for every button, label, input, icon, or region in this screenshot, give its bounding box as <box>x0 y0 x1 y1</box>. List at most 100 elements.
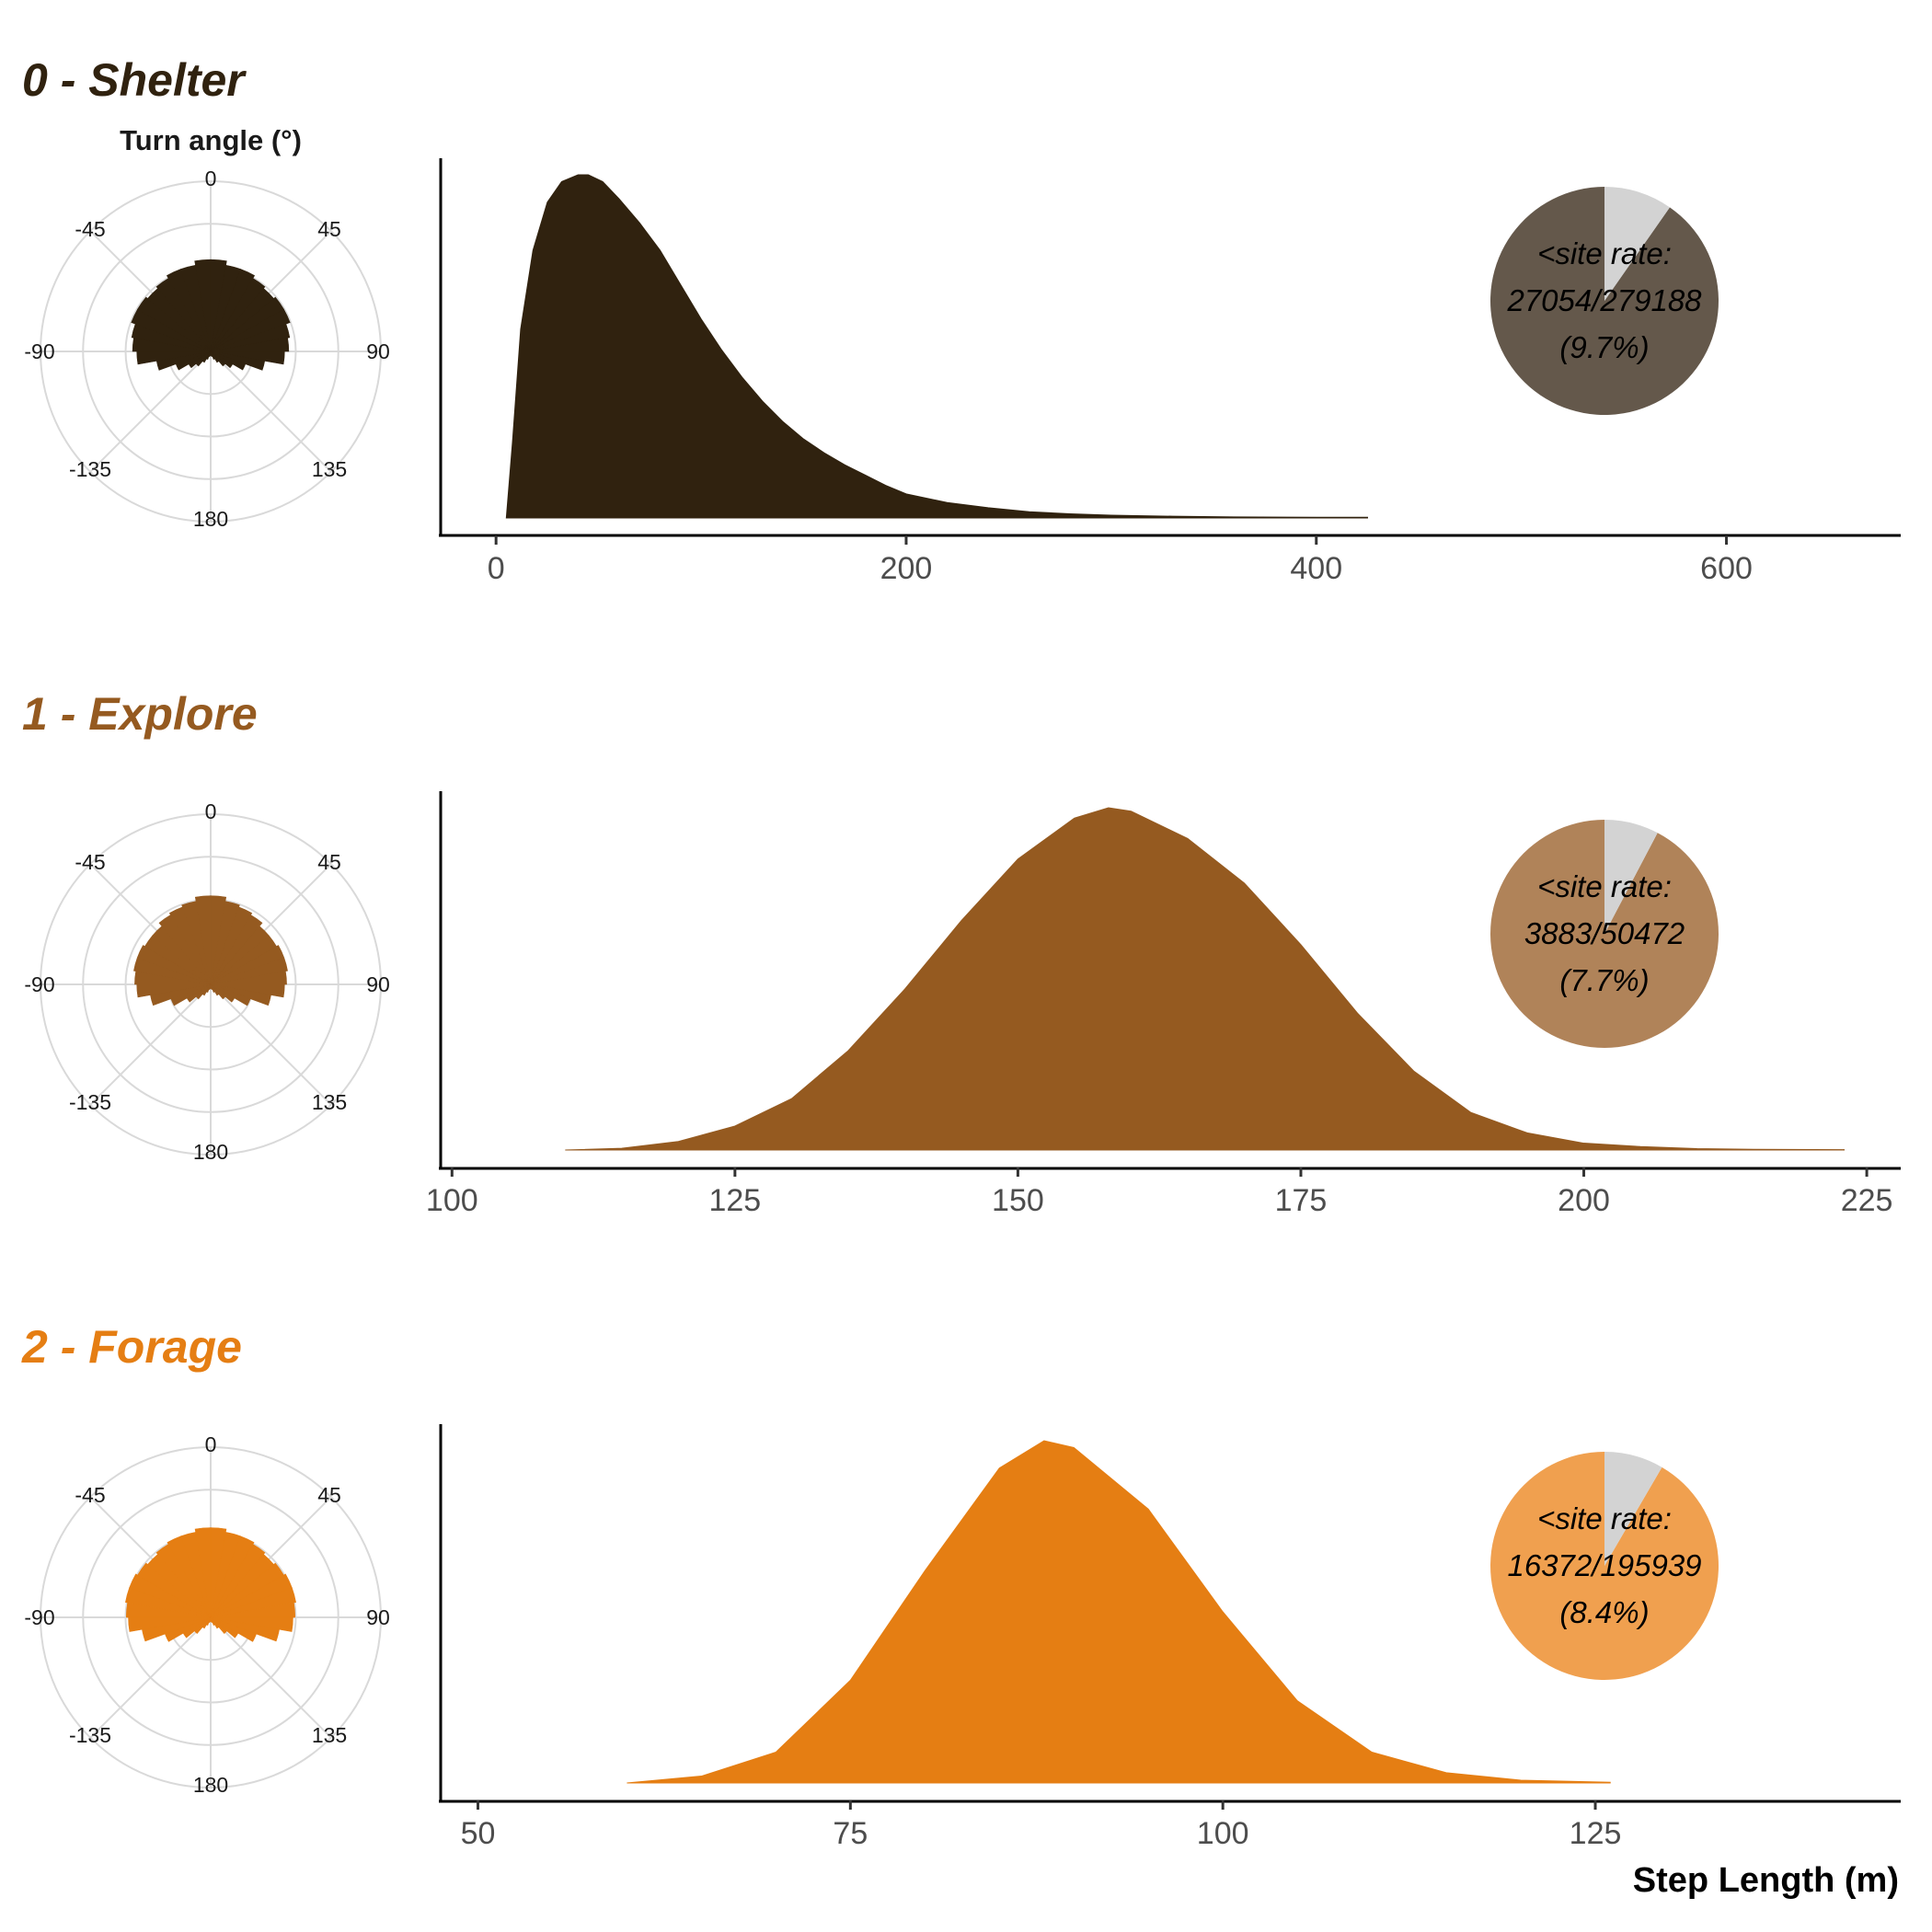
angle-label-neg90: -90 <box>24 972 54 996</box>
rose-bar <box>210 351 213 356</box>
x-tick-label: 200 <box>880 551 933 586</box>
pie-label-line1: <site rate: <box>1537 869 1672 903</box>
rose-bar <box>137 1562 212 1618</box>
angle-label-neg90: -90 <box>24 1605 54 1629</box>
turn-angle-rose: 0 45 90 135 180 -135 -90 -45 <box>24 799 389 1164</box>
turn-angle-rose: 0 45 90 135 180 -135 -90 -45 <box>24 167 389 531</box>
rose-bar <box>210 1602 296 1618</box>
pie-label-line2: 3883/50472 <box>1524 916 1685 950</box>
rose-bar <box>210 1616 239 1639</box>
rose-bar <box>210 983 216 994</box>
density-area <box>505 174 1368 519</box>
rose-bar <box>210 269 256 352</box>
site-rate-pie: <site rate: 27054/279188 (9.7%) <box>1489 187 1719 416</box>
rose-grid-spoke <box>89 351 212 473</box>
density-area <box>627 1440 1611 1784</box>
angle-label-90: 90 <box>366 339 390 363</box>
x-tick-label: 125 <box>708 1183 761 1218</box>
step-length-density: 100 125 150 175 200 225 <box>426 791 1901 1218</box>
rose-bar <box>210 337 290 352</box>
rose-bar <box>210 1616 257 1642</box>
turn-angle-rose: 0 45 90 135 180 -135 -90 -45 <box>24 1432 389 1797</box>
angle-label-0: 0 <box>205 799 217 823</box>
angle-label-neg90: -90 <box>24 339 54 363</box>
rose-bar <box>210 983 251 1006</box>
pie-label-line3: (8.4%) <box>1559 1595 1649 1629</box>
angle-label-neg135: -135 <box>69 1090 111 1114</box>
angle-label-45: 45 <box>317 217 341 241</box>
angle-label-neg45: -45 <box>75 850 105 874</box>
rose-bar <box>210 1616 227 1634</box>
state-title: 0 - Shelter <box>22 54 247 106</box>
angle-label-neg45: -45 <box>75 217 105 241</box>
site-rate-pie: <site rate: 16372/195939 (8.4%) <box>1490 1452 1719 1681</box>
x-tick-label: 100 <box>1197 1816 1249 1851</box>
rose-bar <box>210 351 216 361</box>
rose-bar <box>210 983 226 1000</box>
angle-label-45: 45 <box>317 1483 341 1507</box>
x-tick-label: 225 <box>1841 1183 1893 1218</box>
angle-label-neg45: -45 <box>75 1483 105 1507</box>
rose-grid-spoke <box>89 983 212 1106</box>
x-tick-label: 75 <box>833 1816 868 1851</box>
rose-bar <box>210 957 288 985</box>
angle-label-90: 90 <box>366 1605 390 1629</box>
angle-label-0: 0 <box>205 167 217 190</box>
rose-bar <box>129 1573 212 1618</box>
angle-label-180: 180 <box>193 1773 228 1797</box>
x-tick-label: 100 <box>426 1183 478 1218</box>
step-length-density: 50 75 100 125 <box>439 1424 1901 1851</box>
x-tick-label: 50 <box>461 1816 496 1851</box>
rose-bar <box>210 971 287 985</box>
rose-grid-spoke <box>89 1616 212 1739</box>
density-area <box>565 807 1845 1151</box>
rose-bar <box>210 1544 266 1618</box>
angle-label-180: 180 <box>193 507 228 531</box>
rose-bar <box>210 983 236 1003</box>
pie-label-line1: <site rate: <box>1537 236 1672 270</box>
angle-label-135: 135 <box>312 457 347 481</box>
rose-bar <box>210 308 291 352</box>
angle-label-neg135: -135 <box>69 1723 111 1747</box>
rose-bar <box>210 278 266 352</box>
angle-label-neg135: -135 <box>69 457 111 481</box>
x-tick-label: 200 <box>1558 1183 1610 1218</box>
rose-bar <box>210 351 220 363</box>
angle-label-135: 135 <box>312 1090 347 1114</box>
rose-title: Turn angle (°) <box>120 124 302 156</box>
site-rate-pie: <site rate: 3883/50472 (7.7%) <box>1490 820 1719 1048</box>
rose-bar <box>136 945 212 985</box>
pie-label-line1: <site rate: <box>1537 1501 1672 1535</box>
pie-slice-site-rate <box>1604 1452 1662 1566</box>
rose-bar <box>210 906 253 985</box>
rose-bar <box>210 351 234 369</box>
pie-slice-site-rate <box>1604 187 1670 301</box>
rose-bar <box>210 914 263 985</box>
angle-label-90: 90 <box>366 972 390 996</box>
state-title: 1 - Explore <box>22 688 258 740</box>
rose-bar <box>210 983 213 989</box>
panel-forage: 2 - Forage 0 45 90 135 180 -135 -90 -45 … <box>21 1321 1901 1900</box>
angle-label-180: 180 <box>193 1140 228 1164</box>
angle-label-45: 45 <box>317 850 341 874</box>
panel-shelter: 0 - Shelter Turn angle (°) 0 45 90 135 1… <box>22 54 1901 586</box>
pie-label-line3: (9.7%) <box>1559 330 1649 364</box>
rose-bar <box>210 901 240 985</box>
rose-bar <box>210 1535 255 1618</box>
pie-slice-main <box>1490 820 1719 1048</box>
x-tick-label: 0 <box>488 551 505 586</box>
step-length-density: 0 200 400 600 <box>439 158 1901 586</box>
x-tick-label: 150 <box>992 1183 1044 1218</box>
rose-bar <box>137 296 212 352</box>
rose-bar <box>210 351 247 371</box>
panel-explore: 1 - Explore 0 45 90 135 180 -135 -90 -45… <box>22 688 1901 1218</box>
pie-label-line2: 27054/279188 <box>1506 283 1702 317</box>
x-tick-label: 175 <box>1275 1183 1328 1218</box>
rose-grid-spoke <box>210 1616 332 1739</box>
rose-bar <box>210 1616 213 1622</box>
rose-grid-spoke <box>210 351 332 473</box>
x-tick-label: 125 <box>1570 1816 1622 1851</box>
rose-bar <box>210 1616 220 1629</box>
x-tick-label: 600 <box>1700 551 1753 586</box>
rose-bar <box>210 1616 216 1627</box>
